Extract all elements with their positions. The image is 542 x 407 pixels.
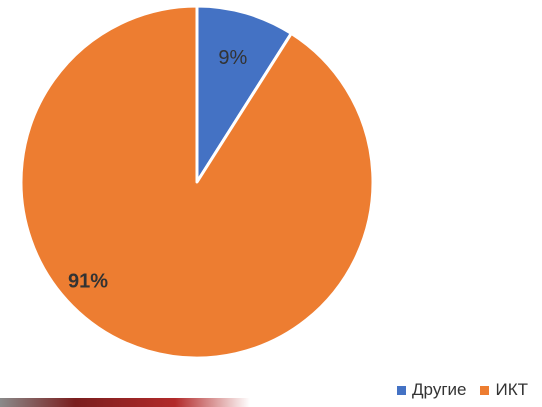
legend-item-ikt: ИКТ (480, 380, 528, 400)
chart-legend: Другие ИКТ (397, 380, 528, 400)
pie-slice-drugie (195, 4, 293, 184)
data-label-drugie: 9% (218, 47, 247, 69)
legend-label-ikt: ИКТ (495, 380, 528, 399)
legend-item-drugie: Другие (397, 380, 466, 400)
data-label-ikt: 91% (68, 270, 108, 292)
decorative-bottom-bar (0, 398, 250, 407)
legend-label-drugie: Другие (412, 380, 467, 399)
legend-swatch-ikt (480, 385, 490, 395)
legend-swatch-drugie (397, 385, 407, 395)
pie-slice-ikt (19, 4, 375, 360)
